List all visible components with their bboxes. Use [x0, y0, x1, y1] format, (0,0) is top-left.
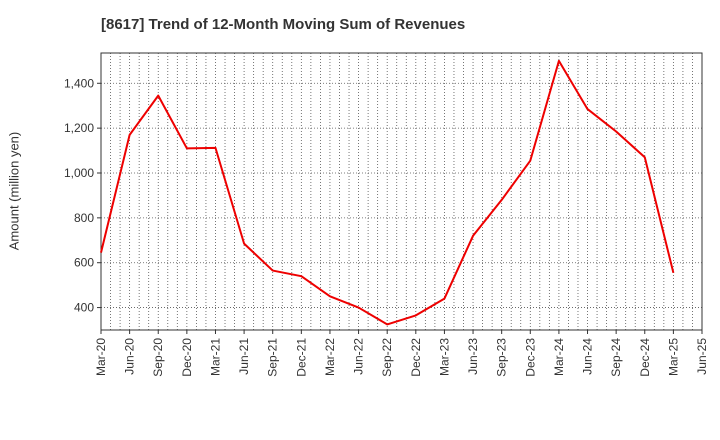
x-tick-label: Sep-20 — [151, 338, 165, 377]
series-layer — [100, 59, 675, 326]
y-tick-label: 400 — [74, 301, 94, 315]
x-axis-ticks: Mar-20 Jun-20 Sep-20 Dec-20 Mar-21 Jun-21 Sep-… — [94, 330, 709, 377]
x-tick-label: Mar-22 — [323, 338, 337, 376]
x-tick-label: Dec-24 — [638, 338, 652, 377]
chart-title: [8617] Trend of 12-Month Moving Sum of R… — [101, 16, 466, 33]
x-tick-label: Jun-24 — [581, 338, 595, 375]
x-tick-label: Jun-20 — [123, 338, 137, 375]
x-tick-label: Jun-23 — [466, 338, 480, 375]
x-tick-label: Mar-24 — [552, 338, 566, 376]
y-tick-label: 1,400 — [64, 76, 94, 90]
x-tick-label: Jun-21 — [237, 338, 251, 375]
y-tick-label: 1,200 — [64, 121, 94, 135]
x-tick-label: Sep-22 — [380, 338, 394, 377]
y-tick-label: 1,000 — [64, 166, 94, 180]
x-tick-label: Sep-21 — [266, 338, 280, 377]
vertical-gridlines — [110, 53, 693, 330]
x-tick-label: Sep-24 — [609, 338, 623, 377]
y-tick-label: 800 — [74, 211, 94, 225]
x-tick-label: Mar-20 — [94, 338, 108, 376]
x-tick-label: Jun-22 — [352, 338, 366, 375]
y-axis-ticks: 400 600 800 1,000 1,200 1,400 — [64, 76, 101, 315]
x-tick-label: Mar-21 — [208, 338, 222, 376]
x-tick-label: Dec-22 — [409, 338, 423, 377]
x-tick-label: Sep-23 — [495, 338, 509, 377]
horizontal-gridlines — [101, 82, 702, 308]
y-tick-label: 600 — [74, 256, 94, 270]
x-tick-label: Mar-23 — [437, 338, 451, 376]
x-tick-label: Dec-23 — [523, 338, 537, 377]
x-tick-label: Dec-20 — [180, 338, 194, 377]
x-tick-label: Mar-25 — [666, 338, 680, 376]
plot-area-frame — [100, 52, 703, 331]
x-tick-label: Dec-21 — [294, 338, 308, 377]
x-tick-label: Jun-25 — [695, 338, 709, 375]
